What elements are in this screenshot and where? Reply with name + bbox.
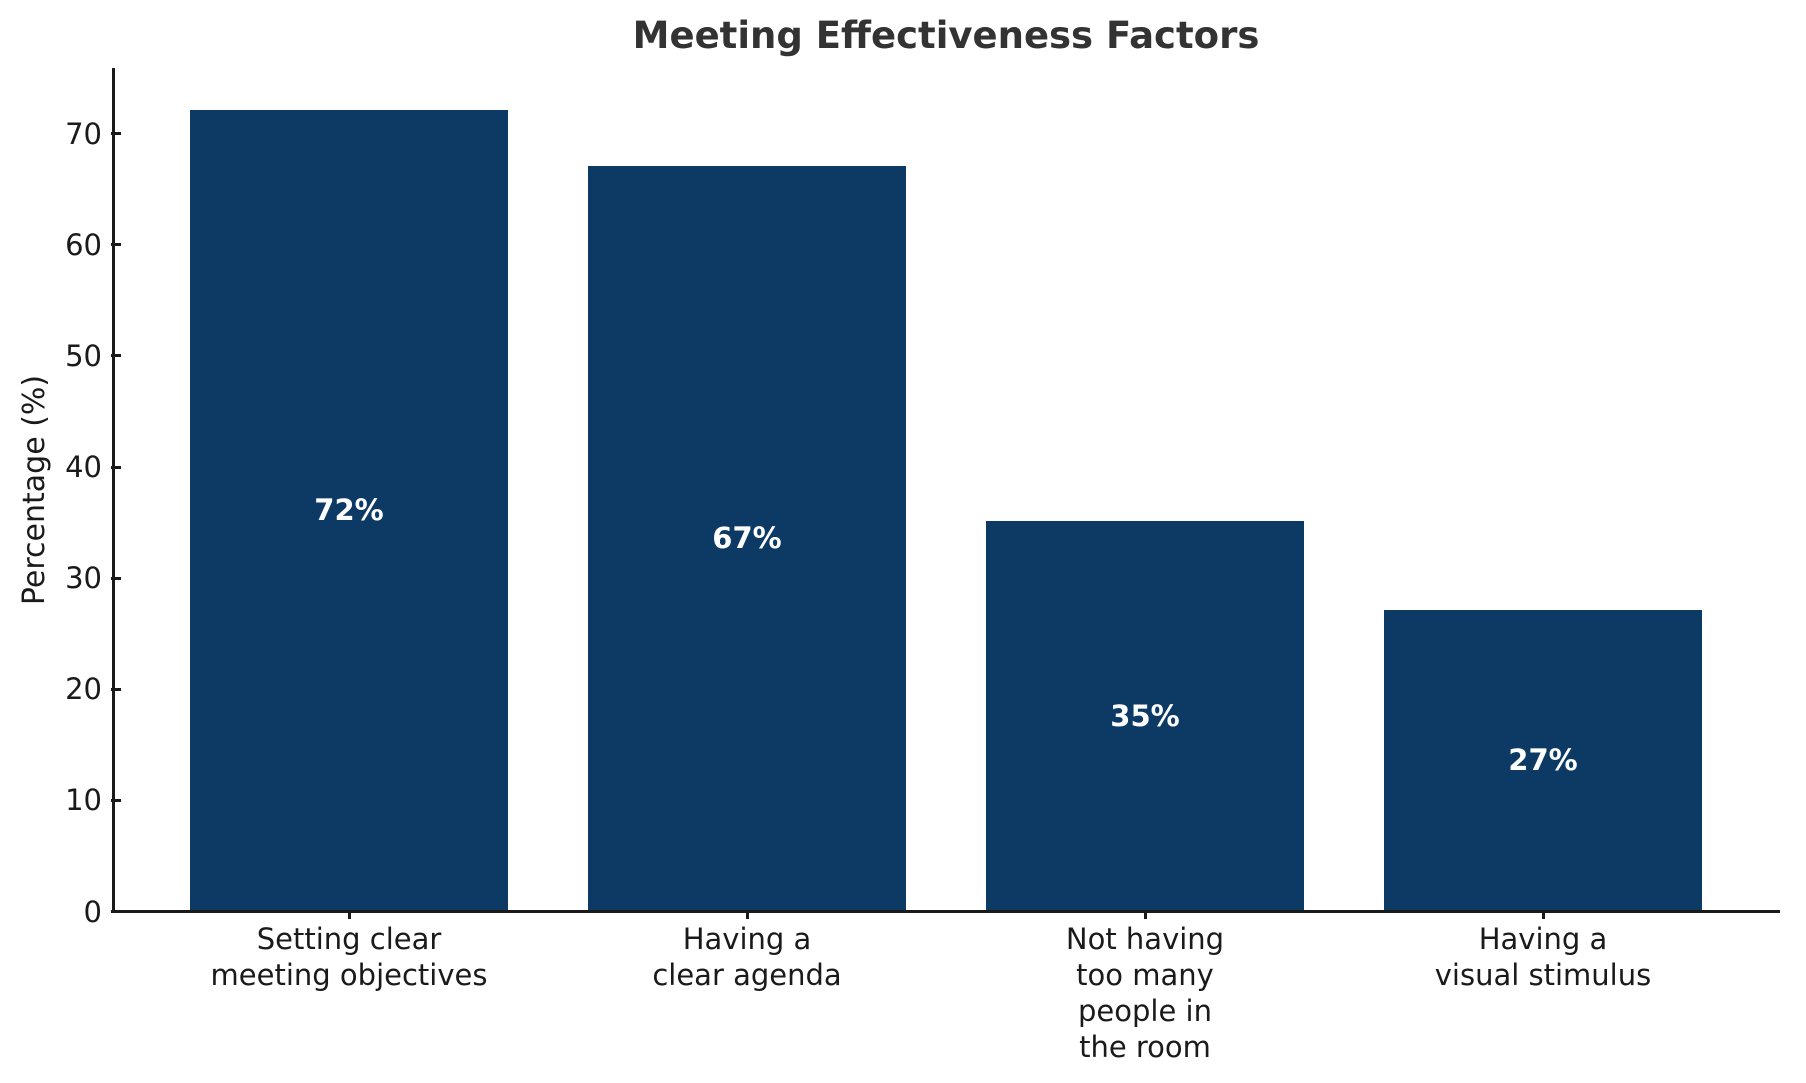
bar-value-label: 35%	[1110, 698, 1180, 733]
bar: 35%	[986, 521, 1304, 910]
y-tick-label: 70	[65, 116, 102, 151]
bar-value-label: 67%	[712, 521, 782, 555]
bar-value-label: 27%	[1508, 743, 1578, 777]
x-tick-mark	[347, 910, 351, 919]
y-tick-mark	[111, 798, 121, 802]
y-tick-label: 60	[65, 227, 102, 262]
y-tick-label: 40	[65, 450, 102, 485]
x-axis-line	[112, 910, 1780, 913]
chart-title: Meeting Effectiveness Factors	[632, 14, 1260, 57]
y-tick-mark	[111, 132, 121, 136]
y-tick-label: 50	[65, 338, 102, 373]
x-tick-mark	[1143, 910, 1147, 919]
x-tick-label: Having a visual stimulus	[1434, 922, 1652, 992]
bar: 67%	[588, 166, 906, 910]
y-tick-mark	[111, 243, 121, 247]
x-tick-label: Setting clear meeting objectives	[210, 922, 488, 992]
y-tick-label: 30	[65, 561, 102, 596]
y-tick-mark	[111, 687, 121, 691]
x-tick-label: Having a clear agenda	[652, 922, 842, 992]
y-tick-label: 10	[65, 783, 102, 818]
y-tick-mark	[111, 465, 121, 469]
bar: 72%	[190, 110, 508, 910]
x-tick-mark	[1541, 910, 1545, 919]
y-tick-label: 20	[65, 672, 102, 707]
y-tick-mark	[111, 910, 121, 913]
x-tick-mark	[745, 910, 749, 919]
y-tick-mark	[111, 354, 121, 358]
bar: 27%	[1384, 610, 1702, 910]
bar-value-label: 72%	[314, 493, 384, 527]
y-tick-label: 0	[83, 894, 102, 929]
x-tick-label: Not having too many people in the room	[1065, 922, 1225, 1064]
y-axis-line	[112, 68, 115, 913]
y-tick-mark	[111, 576, 121, 580]
